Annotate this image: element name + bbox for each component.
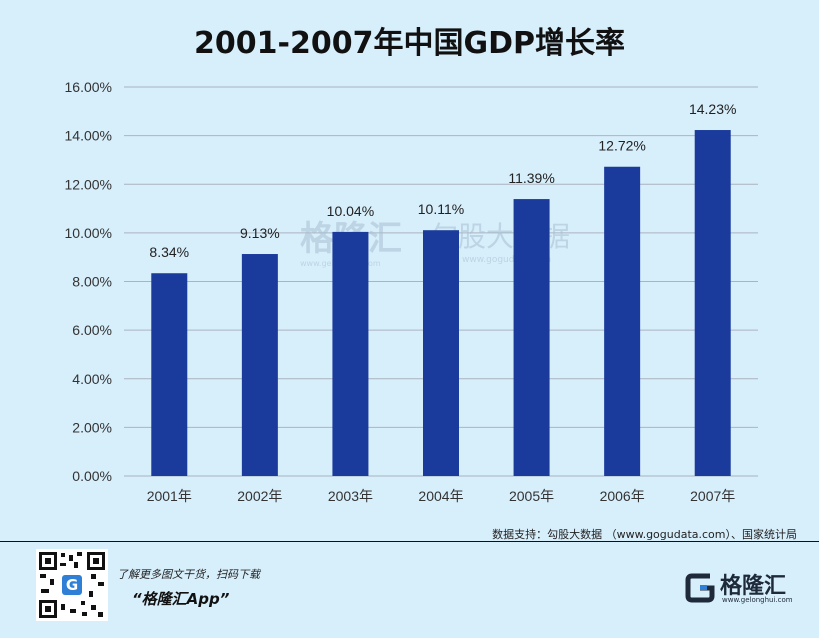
bar-chart: 格隆汇 www.gelonghui.com 勾股大数据 www.gogudata…: [65, 79, 758, 504]
data-label: 11.39%: [508, 170, 554, 186]
data-label: 10.11%: [418, 201, 464, 217]
bar: [151, 273, 188, 476]
x-tick-label: 2005年: [509, 488, 554, 504]
data-label: 14.23%: [689, 101, 736, 117]
y-axis-ticks: 0.00% 2.00% 4.00% 6.00% 8.00% 10.00% 12.00% 14.…: [65, 79, 112, 484]
x-tick-label: 2007年: [690, 488, 735, 504]
x-tick-label: 2002年: [237, 488, 282, 504]
y-tick-label: 0.00%: [72, 468, 112, 484]
footer-divider: [0, 541, 819, 542]
y-tick-label: 4.00%: [72, 371, 112, 387]
bar: [604, 166, 641, 476]
source-note: 数据支持：勾股大数据 （www.gogudata.com）、国家统计局: [492, 528, 797, 541]
brand-logo: 格隆汇 www.gelonghui.com: [684, 568, 794, 610]
y-tick-label: 2.00%: [72, 419, 112, 435]
x-tick-label: 2001年: [147, 488, 192, 504]
brand-url: www.gelonghui.com: [722, 596, 793, 604]
y-tick-label: 12.00%: [65, 176, 112, 192]
bar: [423, 230, 459, 476]
promo-app-name: “格隆汇App”: [132, 590, 230, 608]
x-axis-ticks: 2001年 2002年 2003年 2004年 2005年 2006年 2007年: [147, 488, 736, 504]
y-tick-label: 8.00%: [72, 274, 112, 290]
y-tick-label: 6.00%: [72, 322, 112, 338]
x-tick-label: 2004年: [418, 488, 463, 504]
y-tick-label: 10.00%: [65, 225, 112, 241]
x-tick-label: 2006年: [600, 488, 645, 504]
data-label: 8.34%: [149, 244, 189, 260]
svg-text:G: G: [66, 576, 78, 594]
data-labels: 8.34% 9.13% 10.04% 10.11% 11.39% 12.72% 14.23%: [149, 101, 736, 260]
qr-code-icon: G: [36, 549, 108, 621]
data-label: 10.04%: [327, 203, 374, 219]
bar: [332, 231, 369, 476]
y-tick-label: 16.00%: [65, 79, 112, 95]
gelonghui-logo-icon: [685, 573, 715, 603]
bar: [513, 199, 550, 476]
data-label: 12.72%: [598, 138, 645, 154]
bar: [694, 130, 731, 476]
bars: [151, 130, 731, 476]
brand-name: 格隆汇: [720, 574, 787, 599]
watermark-right-url: www.gogudata.com: [462, 255, 551, 265]
chart-title: 2001-2007年中国GDP增长率: [194, 26, 625, 61]
data-label: 9.13%: [240, 225, 280, 241]
promo-text: 了解更多图文干货，扫码下载: [117, 568, 260, 581]
qr-code[interactable]: G: [36, 549, 108, 621]
bar: [241, 254, 278, 476]
x-tick-label: 2003年: [328, 488, 373, 504]
y-tick-label: 14.00%: [65, 128, 112, 144]
